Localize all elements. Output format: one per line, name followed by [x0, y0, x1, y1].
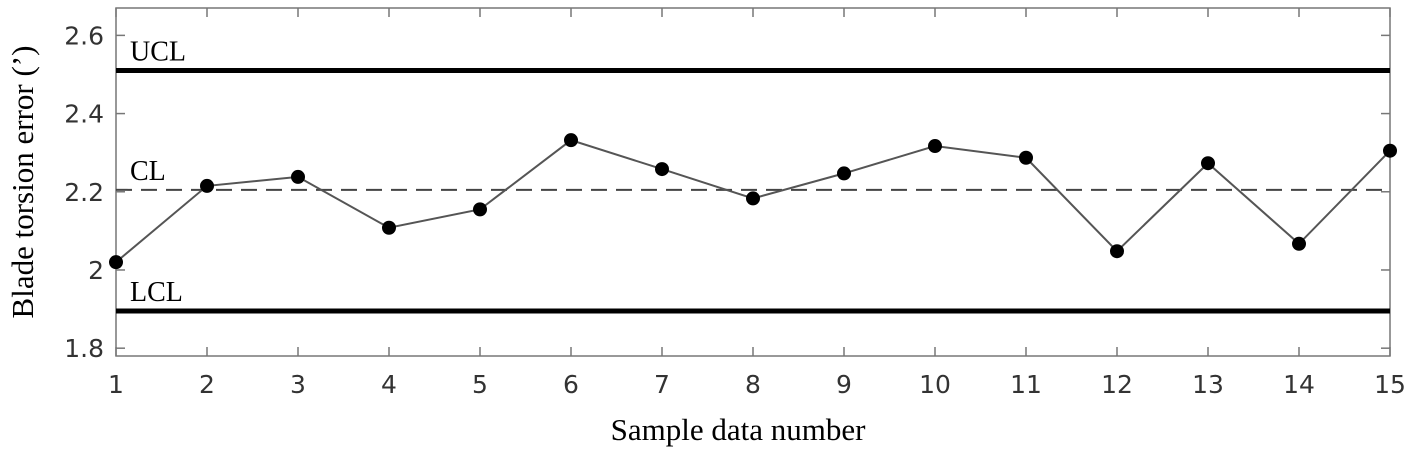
data-point	[473, 202, 487, 217]
y-tick-label: 1.8	[64, 334, 104, 363]
data-point	[382, 220, 396, 235]
x-tick-label: 14	[1283, 370, 1315, 399]
x-axis: 1 2 3 4 5 6 7 8 9 10 11 12 13 14 15	[108, 8, 1406, 399]
control-label-lcl: LCL	[130, 277, 183, 308]
y-axis: 1.8 2 2.2 2.4 2.6	[64, 21, 1390, 363]
y-tick-label: 2.4	[64, 100, 104, 129]
y-tick-label: 2.2	[64, 178, 104, 207]
x-tick-label: 4	[381, 370, 397, 399]
control-label-ucl: UCL	[130, 37, 186, 68]
data-point	[1019, 150, 1033, 165]
x-tick-label: 11	[1010, 370, 1042, 399]
data-point	[200, 178, 214, 193]
data-point	[655, 162, 669, 177]
y-tick-label: 2.6	[64, 21, 104, 50]
data-point	[109, 255, 123, 270]
control-limit-lines: UCL CL LCL	[116, 37, 1390, 314]
x-tick-label: 8	[745, 370, 761, 399]
data-point	[1110, 244, 1124, 259]
data-point	[746, 191, 760, 206]
data-series	[109, 133, 1397, 270]
x-tick-label: 3	[290, 370, 306, 399]
x-tick-label: 5	[472, 370, 488, 399]
data-point	[1383, 143, 1397, 158]
x-tick-label: 12	[1101, 370, 1133, 399]
x-tick-label: 7	[654, 370, 670, 399]
data-point	[564, 133, 578, 148]
x-tick-label: 13	[1192, 370, 1224, 399]
data-point	[928, 139, 942, 154]
plot-area	[115, 7, 1391, 357]
x-tick-label: 15	[1374, 370, 1406, 399]
data-point	[1201, 156, 1215, 171]
data-point	[837, 166, 851, 181]
y-axis-title: Blade torsion error (’)	[5, 46, 40, 319]
x-tick-label: 2	[199, 370, 215, 399]
control-label-cl: CL	[130, 156, 166, 187]
x-tick-label: 10	[919, 370, 951, 399]
x-tick-label: 9	[836, 370, 852, 399]
data-point	[291, 169, 305, 184]
x-axis-title: Sample data number	[611, 412, 866, 447]
x-tick-label: 1	[108, 370, 124, 399]
x-tick-label: 6	[563, 370, 579, 399]
y-tick-label: 2	[88, 256, 104, 285]
data-point	[1292, 236, 1306, 251]
